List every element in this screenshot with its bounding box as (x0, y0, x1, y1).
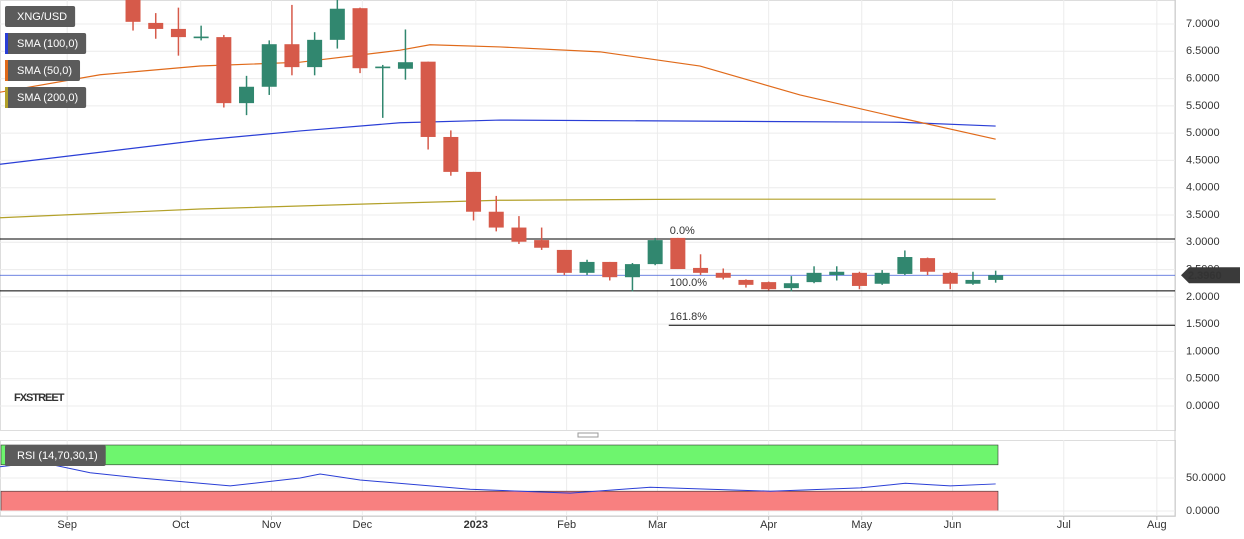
y-tick-label: 4.0000 (1186, 182, 1220, 194)
candle-body (647, 240, 663, 265)
candle-body (851, 272, 867, 286)
candle-body (352, 8, 368, 69)
candle-body (965, 279, 981, 284)
candle-body (329, 8, 345, 40)
candle-body (829, 271, 845, 276)
candle-body (420, 61, 436, 137)
y-tick-label: 5.5000 (1186, 100, 1220, 112)
candle-body (942, 272, 958, 284)
y-tick-label: 5.0000 (1186, 127, 1220, 139)
legend-box (5, 6, 76, 27)
candle-body (466, 171, 482, 212)
sma-line (0, 198, 996, 219)
legend-label: SMA (100,0) (17, 38, 78, 50)
candle-body (125, 0, 141, 22)
candle-body (170, 28, 186, 38)
fib-label: 0.0% (670, 225, 695, 237)
y-tick-label: 1.0000 (1186, 345, 1220, 357)
candle-body (624, 264, 640, 278)
legend-box (5, 87, 87, 108)
legend-label: XNG/USD (17, 11, 67, 23)
candle-body (670, 237, 686, 270)
fib-label: 100.0% (670, 277, 708, 289)
candle-body (443, 136, 459, 172)
sma-line (0, 119, 996, 165)
candle-body (874, 272, 890, 284)
candle-body (148, 22, 164, 29)
y-tick-label: 0.5000 (1186, 373, 1220, 385)
candle-body (602, 261, 618, 278)
x-tick-label: Mar (648, 519, 667, 531)
y-tick-label: 6.5000 (1186, 45, 1220, 57)
legend-swatch (5, 60, 8, 81)
candle-body (715, 272, 731, 278)
legend-label: SMA (50,0) (17, 65, 72, 77)
legend-box (5, 445, 106, 466)
legend-swatch (5, 33, 8, 54)
x-tick-label: Nov (262, 519, 282, 531)
x-tick-label: Aug (1147, 519, 1167, 531)
candle-body (783, 283, 799, 289)
candle-body (488, 211, 504, 228)
x-tick-label: Jul (1057, 519, 1071, 531)
y-tick-label: 4.5000 (1186, 154, 1220, 166)
candle-body (193, 36, 209, 39)
candle-body (556, 249, 572, 273)
candle-body (216, 37, 232, 104)
rsi-band (0, 444, 999, 466)
candle-body (397, 62, 413, 69)
last-price-label: 2.3960 (1188, 270, 1222, 282)
legend-swatch (5, 87, 8, 108)
x-tick-label: Feb (557, 519, 576, 531)
candle-body (806, 272, 822, 283)
sma-line (0, 44, 996, 140)
candle-body (897, 257, 913, 274)
rsi-band (0, 490, 999, 512)
candle-body (534, 240, 550, 248)
legend-box (5, 33, 87, 54)
x-tick-label: Sep (57, 519, 77, 531)
candle-body (375, 66, 391, 69)
y-tick-label: 6.0000 (1186, 72, 1220, 84)
candle-body (761, 282, 777, 290)
candle-body (579, 261, 595, 273)
y-tick-label: 7.0000 (1186, 18, 1220, 30)
last-price-marker (1181, 267, 1240, 284)
x-tick-label: 2023 (464, 519, 488, 531)
y-tick-label: 3.0000 (1186, 236, 1220, 248)
rsi-line (0, 461, 996, 494)
x-tick-label: Apr (760, 519, 777, 531)
legend-label: SMA (200,0) (17, 92, 78, 104)
y-tick-label: 3.5000 (1186, 209, 1220, 221)
x-tick-label: May (851, 519, 872, 531)
candle-body (239, 86, 255, 104)
x-tick-label: Dec (353, 519, 373, 531)
watermark: FXSTREET (14, 392, 65, 404)
x-tick-label: Oct (172, 519, 189, 531)
legend-label: RSI (14,70,30,1) (17, 450, 98, 462)
candle-body (738, 279, 754, 285)
candle-body (988, 275, 1004, 280)
legend-box (5, 60, 81, 81)
candle-body (307, 39, 323, 68)
panel-divider (577, 432, 599, 438)
candle-body (284, 44, 300, 68)
fib-label: 161.8% (670, 311, 708, 323)
candle-body (261, 44, 277, 87)
y-tick-label: 0.0000 (1186, 400, 1220, 412)
y-tick-label: 1.5000 (1186, 318, 1220, 330)
candle-body (693, 267, 709, 273)
y-tick-label: 2.0000 (1186, 291, 1220, 303)
candle-body (511, 227, 527, 242)
x-tick-label: Jun (944, 519, 962, 531)
y-tick-label: 0.0000 (1186, 505, 1220, 517)
candle-body (920, 258, 936, 272)
y-tick-label: 50.0000 (1186, 472, 1226, 484)
